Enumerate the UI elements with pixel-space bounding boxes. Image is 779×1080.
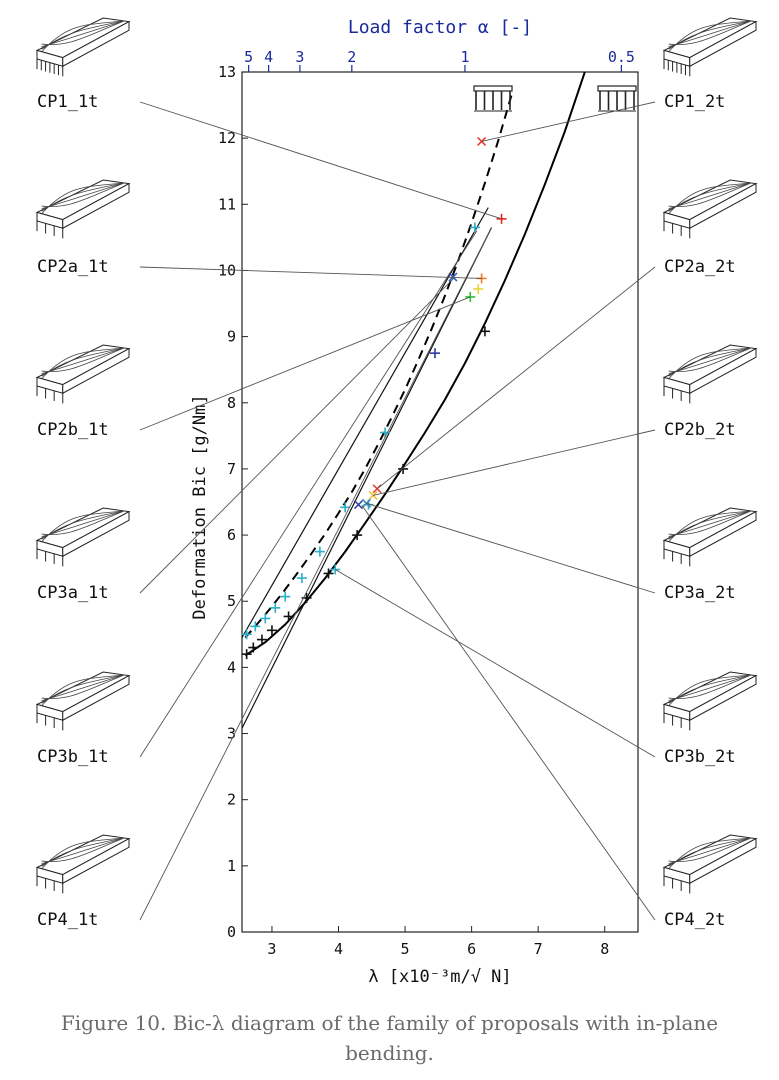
y-tick-label: 3 bbox=[227, 725, 236, 743]
specimen-thumbnail bbox=[662, 344, 758, 404]
figure-caption: Figure 10. Bic-λ diagram of the family o… bbox=[60, 1011, 719, 1065]
x-tick-label: 4 bbox=[334, 940, 343, 958]
data-point-specimen bbox=[430, 348, 441, 359]
top-tick-label: 3 bbox=[295, 48, 304, 66]
specimen-label-cp2b-2t: CP2b_2t bbox=[664, 420, 736, 440]
top-axis-title: Load factor α [-] bbox=[348, 17, 532, 38]
x-tick-label: 6 bbox=[467, 940, 476, 958]
leader-line bbox=[139, 230, 478, 758]
y-tick-label: 6 bbox=[227, 526, 236, 544]
y-tick-label: 5 bbox=[227, 592, 236, 610]
y-tick-label: 11 bbox=[218, 195, 236, 213]
data-point-cyan bbox=[296, 573, 307, 584]
specimen-label-cp3b-2t: CP3b_2t bbox=[664, 747, 736, 767]
y-tick-label: 2 bbox=[227, 791, 236, 809]
leader-line bbox=[139, 101, 502, 220]
y-tick-label: 12 bbox=[218, 129, 236, 147]
leader-line bbox=[376, 266, 656, 490]
specimen-thumbnail bbox=[35, 344, 131, 404]
specimen-thumbnail bbox=[662, 17, 758, 77]
data-point-black bbox=[398, 463, 409, 474]
specimen-thumbnail bbox=[35, 179, 131, 239]
specimen-label-cp2a-1t: CP2a_1t bbox=[37, 257, 109, 277]
plot-frame bbox=[241, 71, 639, 933]
data-point-cyan bbox=[250, 621, 261, 632]
cross-section-icon bbox=[597, 85, 637, 112]
specimen-label-cp3a-1t: CP3a_1t bbox=[37, 583, 109, 603]
x-tick-label: 5 bbox=[401, 940, 410, 958]
data-point-cyan bbox=[340, 502, 351, 513]
solid-curve bbox=[244, 72, 586, 657]
leader-line bbox=[334, 569, 656, 758]
specimen-label-cp1-2t: CP1_2t bbox=[664, 92, 725, 112]
data-point-black bbox=[248, 642, 259, 653]
data-point-black bbox=[479, 326, 490, 337]
data-point-cyan bbox=[314, 546, 325, 557]
y-tick-label: 10 bbox=[218, 261, 236, 279]
leader-line bbox=[481, 101, 656, 142]
specimen-thumbnail bbox=[662, 179, 758, 239]
top-tick-label: 4 bbox=[264, 48, 273, 66]
specimen-label-cp3a-2t: CP3a_2t bbox=[664, 583, 736, 603]
data-point-cyan bbox=[260, 613, 271, 624]
top-tick-label: 2 bbox=[347, 48, 356, 66]
data-point-cyan bbox=[380, 427, 391, 438]
y-tick-label: 0 bbox=[227, 923, 236, 941]
data-point-cyan bbox=[280, 591, 291, 602]
data-point-black bbox=[283, 611, 294, 622]
specimen-label-cp2b-1t: CP2b_1t bbox=[37, 420, 109, 440]
top-tick-label: 0.5 bbox=[608, 48, 635, 66]
leader-line bbox=[139, 276, 456, 594]
specimen-label-cp1-1t: CP1_1t bbox=[37, 92, 98, 112]
x-tick-label: 8 bbox=[600, 940, 609, 958]
y-tick-label: 8 bbox=[227, 394, 236, 412]
x-axis-label: λ [x10⁻³m/√ N] bbox=[368, 967, 511, 987]
specimen-label-cp3b-1t: CP3b_1t bbox=[37, 747, 109, 767]
y-tick-label: 7 bbox=[227, 460, 236, 478]
specimen-thumbnail bbox=[35, 507, 131, 567]
specimen-thumbnail bbox=[662, 834, 758, 894]
y-tick-label: 9 bbox=[227, 328, 236, 346]
data-point-black bbox=[323, 568, 334, 579]
top-tick-label: 5 bbox=[244, 48, 253, 66]
data-point-specimen bbox=[473, 283, 484, 294]
leader-line bbox=[139, 227, 492, 921]
leader-line bbox=[373, 429, 656, 496]
data-point-black bbox=[352, 530, 363, 541]
y-axis-label: Deformation Bic [g/Nm] bbox=[190, 394, 210, 619]
specimen-thumbnail bbox=[35, 671, 131, 731]
leader-line bbox=[361, 505, 656, 921]
y-tick-label: 4 bbox=[227, 658, 236, 676]
leader-line bbox=[366, 502, 656, 594]
x-tick-label: 3 bbox=[267, 940, 276, 958]
specimen-label-cp4-2t: CP4_2t bbox=[664, 910, 725, 930]
dashed-curve bbox=[244, 94, 513, 639]
specimen-label-cp2a-2t: CP2a_2t bbox=[664, 257, 736, 277]
x-tick-label: 7 bbox=[534, 940, 543, 958]
y-tick-label: 13 bbox=[218, 63, 236, 81]
data-point-black bbox=[266, 625, 277, 636]
reference-line bbox=[242, 227, 493, 729]
leader-line bbox=[139, 266, 482, 279]
leader-line bbox=[139, 296, 471, 431]
cross-section-icon bbox=[473, 85, 513, 112]
y-tick-label: 1 bbox=[227, 857, 236, 875]
specimen-thumbnail bbox=[662, 507, 758, 567]
reference-line bbox=[242, 207, 489, 638]
specimen-thumbnail bbox=[662, 671, 758, 731]
data-point-specimen bbox=[353, 500, 364, 510]
specimen-thumbnail bbox=[35, 17, 131, 77]
top-tick-label: 1 bbox=[460, 48, 469, 66]
specimen-label-cp4-1t: CP4_1t bbox=[37, 910, 98, 930]
data-point-cyan bbox=[270, 602, 281, 613]
data-point-black bbox=[241, 649, 252, 660]
data-point-cyan bbox=[241, 629, 252, 640]
data-point-black bbox=[256, 634, 267, 645]
specimen-thumbnail bbox=[35, 834, 131, 894]
data-point-cyan bbox=[469, 222, 480, 233]
